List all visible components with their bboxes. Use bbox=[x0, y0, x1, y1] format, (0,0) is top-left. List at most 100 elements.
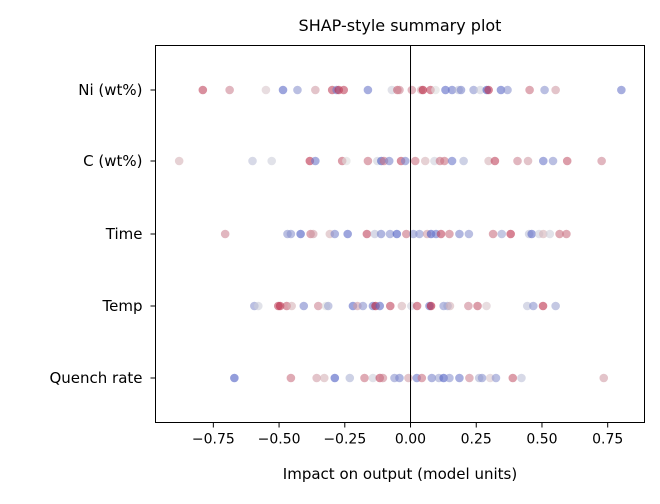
shap-point bbox=[420, 156, 430, 166]
shap-point bbox=[385, 229, 395, 239]
points-layer bbox=[174, 85, 626, 383]
shap-point bbox=[368, 373, 378, 383]
x-tick-label: −0.50 bbox=[258, 432, 301, 448]
shap-point bbox=[261, 85, 271, 95]
shap-point bbox=[465, 373, 474, 383]
x-tick-label: −0.25 bbox=[323, 432, 366, 448]
shap-point bbox=[459, 156, 468, 166]
shap-point bbox=[426, 301, 436, 311]
y-axis: Ni (wt%) C (wt%) Time Temp Quench rate bbox=[49, 81, 156, 387]
shap-point bbox=[540, 85, 549, 95]
shap-point bbox=[343, 229, 352, 239]
shap-point bbox=[482, 301, 491, 311]
shap-point bbox=[545, 229, 555, 239]
shap-point bbox=[597, 156, 606, 166]
shap-point bbox=[311, 156, 320, 166]
shap-point bbox=[392, 229, 402, 239]
shap-point bbox=[431, 85, 440, 95]
x-tick-label: 0.75 bbox=[592, 432, 623, 448]
shap-point bbox=[527, 229, 537, 239]
shap-point bbox=[491, 373, 501, 383]
shap-point bbox=[415, 229, 424, 239]
feature-label: Time bbox=[105, 225, 143, 243]
feature-label: Quench rate bbox=[49, 369, 142, 387]
shap-point bbox=[475, 85, 485, 95]
shap-point bbox=[410, 156, 420, 166]
shap-point bbox=[445, 301, 455, 311]
feature-label: Temp bbox=[102, 297, 143, 315]
shap-point bbox=[551, 85, 560, 95]
shap-point bbox=[447, 156, 457, 166]
x-tick-label: −0.75 bbox=[192, 432, 235, 448]
shap-point bbox=[436, 229, 446, 239]
shap-point bbox=[490, 156, 500, 166]
shap-point bbox=[506, 229, 515, 239]
shap-point bbox=[407, 85, 417, 95]
x-axis-label: Impact on output (model units) bbox=[283, 465, 517, 483]
shap-point bbox=[440, 156, 449, 166]
shap-point bbox=[469, 85, 478, 95]
shap-point bbox=[375, 301, 385, 311]
shap-point bbox=[225, 85, 234, 95]
feature-label: Ni (wt%) bbox=[78, 81, 142, 99]
shap-point bbox=[562, 229, 571, 239]
shap-point bbox=[395, 373, 404, 383]
shap-point bbox=[484, 156, 493, 166]
shap-point bbox=[517, 373, 526, 383]
shap-point bbox=[551, 301, 560, 311]
shap-point bbox=[538, 156, 548, 166]
shap-point bbox=[311, 85, 320, 95]
shap-point bbox=[198, 85, 208, 95]
shap-point bbox=[376, 229, 386, 239]
shap-point bbox=[617, 85, 626, 95]
x-axis: −0.75 −0.50 −0.25 0.00 0.25 0.50 0.75 bbox=[192, 422, 623, 448]
shap-point bbox=[455, 229, 464, 239]
shap-point bbox=[296, 229, 305, 239]
shap-point bbox=[409, 229, 418, 239]
shap-point bbox=[286, 373, 296, 383]
shap-point bbox=[404, 373, 413, 383]
shap-point bbox=[488, 229, 498, 239]
shap-point bbox=[378, 373, 388, 383]
shap-point bbox=[484, 85, 493, 95]
shap-point bbox=[287, 301, 296, 311]
shap-point bbox=[286, 229, 296, 239]
shap-point bbox=[441, 85, 450, 95]
shap-point bbox=[330, 229, 340, 239]
x-tick-label: 0.25 bbox=[461, 432, 492, 448]
shap-point bbox=[323, 301, 333, 311]
x-tick-label: 0.00 bbox=[395, 432, 426, 448]
shap-point bbox=[400, 156, 410, 166]
shap-point bbox=[330, 373, 340, 383]
shap-point bbox=[402, 229, 411, 239]
shap-point bbox=[447, 85, 457, 95]
shap-point bbox=[363, 156, 373, 166]
shap-point bbox=[362, 229, 372, 239]
shap-point bbox=[477, 373, 487, 383]
shap-point bbox=[342, 156, 351, 166]
shap-point bbox=[464, 301, 473, 311]
shap-point bbox=[385, 301, 395, 311]
shap-point bbox=[548, 156, 558, 166]
shap-point bbox=[267, 156, 277, 166]
shap-point bbox=[293, 85, 302, 95]
shap-point bbox=[397, 301, 407, 311]
shap-point bbox=[358, 301, 368, 311]
shap-point bbox=[562, 156, 572, 166]
shap-point bbox=[418, 85, 428, 95]
shap-point bbox=[253, 301, 263, 311]
shap-point bbox=[427, 373, 437, 383]
chart-title: SHAP-style summary plot bbox=[299, 16, 502, 35]
shap-point bbox=[360, 373, 369, 383]
shap-point bbox=[508, 373, 518, 383]
x-tick-label: 0.50 bbox=[526, 432, 557, 448]
shap-point bbox=[445, 373, 454, 383]
shap-point bbox=[339, 85, 349, 95]
shap-point bbox=[313, 301, 323, 311]
shap-point bbox=[522, 301, 532, 311]
shap-point bbox=[220, 229, 230, 239]
shap-point bbox=[538, 229, 548, 239]
shap-point bbox=[278, 85, 288, 95]
shap-point bbox=[412, 301, 422, 311]
